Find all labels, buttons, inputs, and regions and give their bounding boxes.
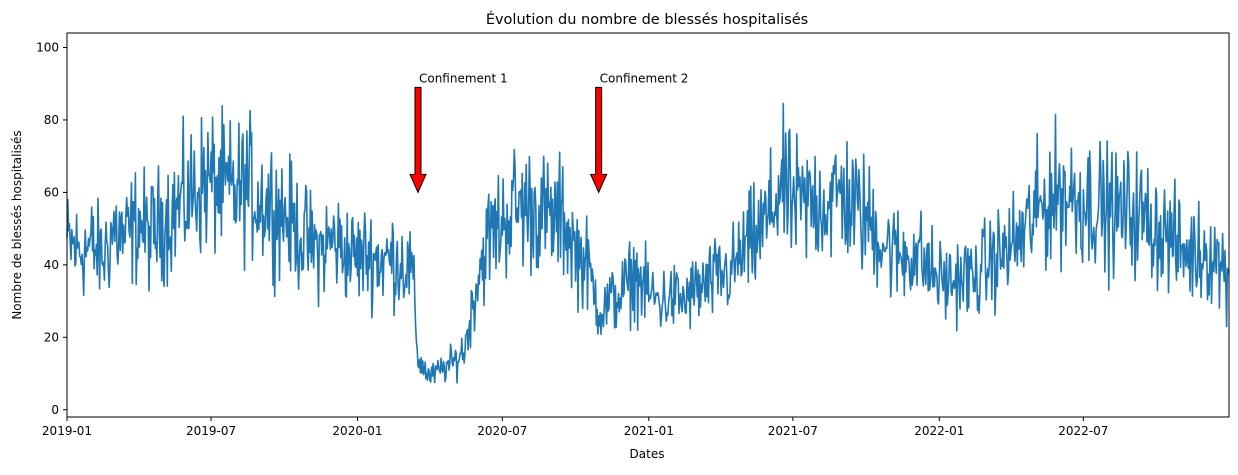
x-tick-label: 2020-07: [477, 424, 527, 438]
annotation-arrow: [409, 86, 427, 194]
annotation-label: Confinement 1: [419, 71, 508, 85]
x-tick-label: 2019-07: [186, 424, 236, 438]
y-tick-label: 40: [44, 258, 59, 272]
chart-title: Évolution du nombre de blessés hospitali…: [486, 11, 808, 28]
y-tick-label: 60: [44, 185, 59, 199]
annotation-layer: Confinement 1 Confinement 2: [409, 71, 689, 194]
y-tick-label: 0: [51, 403, 59, 417]
y-axis-label: Nombre de blessés hospitalisés: [10, 130, 24, 319]
series-layer: [66, 102, 1230, 384]
annotation-label: Confinement 2: [600, 71, 689, 85]
y-tick-label: 100: [36, 40, 59, 54]
x-axis-label: Dates: [630, 447, 665, 461]
x-tick-label: 2021-07: [768, 424, 818, 438]
y-tick-label: 20: [44, 330, 59, 344]
x-tick-label: 2021-01: [624, 424, 674, 438]
plot-frame: [66, 32, 1230, 418]
series-line: [66, 102, 1230, 384]
axis-layer: 2019-01 2019-07 2020-01 2020-07 2021-01 2021-…: [36, 40, 1108, 438]
x-tick-label: 2022-07: [1058, 424, 1108, 438]
y-tick-label: 80: [44, 113, 59, 127]
x-tick-label: 2020-01: [332, 424, 382, 438]
x-tick-label: 2022-01: [914, 424, 964, 438]
x-tick-label: 2019-01: [42, 424, 92, 438]
annotation-arrow: [589, 86, 608, 194]
